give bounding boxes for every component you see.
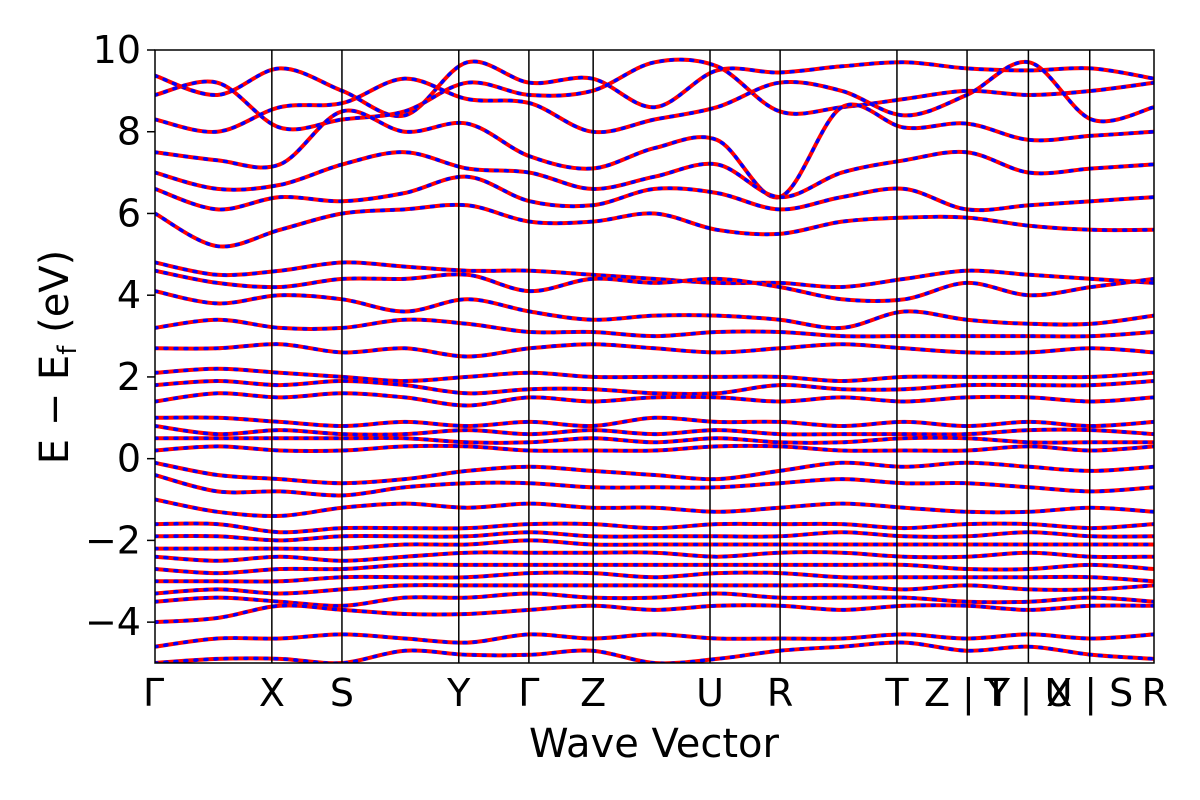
band-line-blue-dotted (155, 289, 1154, 330)
band-line-blue-dotted (155, 591, 1154, 608)
band-line-blue-dotted (155, 583, 1154, 596)
y-axis-title-unit: (eV) (32, 250, 78, 346)
band-line-blue-dotted (155, 317, 1154, 339)
kpoint-label: R (767, 671, 793, 715)
band-line-blue-dotted (155, 391, 1154, 408)
kpath-lines (271, 50, 1091, 663)
band-line-blue-dotted (155, 174, 1154, 212)
band-line-blue-dotted (155, 260, 1154, 289)
y-tick-label: 0 (117, 437, 141, 481)
y-tick-label: −4 (85, 600, 141, 644)
kpoint-label: Y (446, 671, 471, 715)
band-line-blue-dotted (155, 632, 1154, 649)
y-axis: −4 −2 0 2 4 6 8 10 (85, 28, 155, 644)
band-line-blue-dotted (155, 538, 1154, 551)
band-line-blue-dotted (155, 203, 1154, 249)
band-line-blue-dotted (155, 424, 1154, 437)
band-line-blue-dotted (155, 550, 1154, 563)
y-tick-label: 4 (117, 273, 141, 317)
kpoint-label: Z | Y (924, 671, 1011, 716)
band-line-blue-dotted (155, 562, 1154, 575)
band-line-blue-dotted (155, 473, 1154, 498)
band-line-blue-dotted (155, 497, 1154, 518)
y-tick-label: 2 (117, 355, 141, 399)
band-line-blue-dotted (155, 603, 1154, 624)
band-line-blue-dotted (155, 150, 1154, 199)
band-line-blue-dotted (155, 103, 1154, 199)
kpoint-label: Γ (143, 671, 164, 715)
kpoint-label: R (1142, 671, 1168, 715)
band-line-blue-dotted (155, 436, 1154, 445)
band-line-blue-dotted (155, 530, 1154, 543)
band-line-blue-dotted (155, 570, 1154, 584)
kpoint-label: T (884, 671, 909, 715)
band-line-blue-dotted (155, 521, 1154, 535)
band-line-blue-dotted (155, 268, 1154, 303)
band-line-blue-dotted (155, 367, 1154, 383)
bands-layer (155, 57, 1154, 663)
y-tick-label: 8 (117, 110, 141, 154)
kpoint-label: X | S (1046, 671, 1133, 716)
y-tick-label: −2 (85, 518, 141, 562)
kpoint-label: S (330, 671, 354, 715)
kpoint-label: Z (580, 671, 606, 715)
kpoint-label: Γ (518, 671, 539, 715)
band-line-blue-dotted (155, 461, 1154, 485)
band-line-blue-dotted (155, 59, 1154, 118)
band-line-blue-dotted (155, 415, 1154, 428)
y-tick-label: 6 (117, 191, 141, 235)
y-tick-label: 10 (93, 28, 141, 72)
plot-frame (154, 49, 1155, 664)
kpoint-label: U (696, 671, 724, 715)
kpoint-label: X (259, 671, 285, 715)
band-line-blue-dotted (155, 444, 1154, 453)
band-line-blue-dotted (155, 379, 1154, 396)
band-line-blue-dotted (155, 60, 1154, 134)
kpoint-label: T | U (983, 671, 1072, 716)
band-line-blue-dotted (155, 342, 1154, 359)
x-axis-title: Wave Vector (529, 721, 780, 767)
y-axis-title: E − Ef (eV) (32, 250, 83, 465)
y-axis-title-subscript: f (53, 345, 83, 355)
y-axis-title-main: E − E (32, 355, 78, 465)
